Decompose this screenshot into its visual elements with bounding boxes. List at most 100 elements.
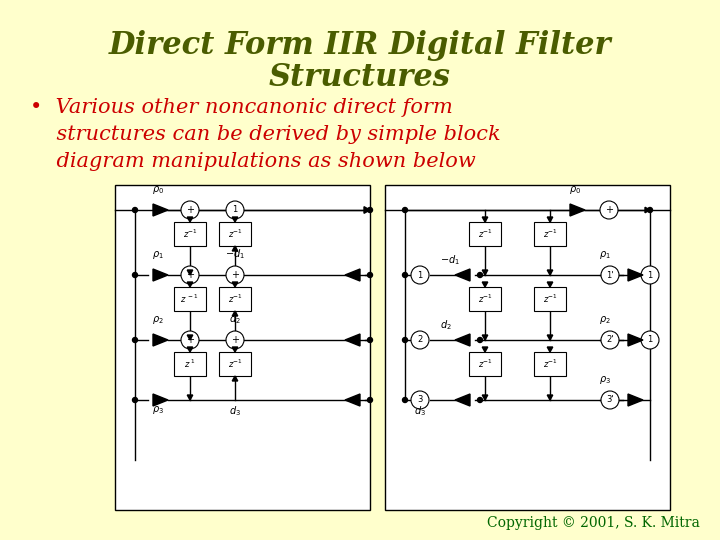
Text: Structures: Structures: [269, 62, 451, 93]
Circle shape: [181, 201, 199, 219]
Polygon shape: [187, 282, 193, 287]
Polygon shape: [187, 347, 193, 352]
Polygon shape: [233, 347, 238, 352]
Text: 1: 1: [418, 271, 423, 280]
Bar: [469, 287, 501, 311]
Text: +: +: [186, 335, 194, 345]
Bar: [174, 222, 206, 246]
Circle shape: [641, 331, 659, 349]
Polygon shape: [628, 334, 643, 346]
Circle shape: [402, 338, 408, 342]
Text: 2': 2': [606, 335, 613, 345]
Circle shape: [132, 207, 138, 213]
Polygon shape: [153, 269, 168, 281]
Bar: [469, 222, 501, 246]
Circle shape: [402, 207, 408, 213]
Polygon shape: [187, 270, 193, 275]
Circle shape: [477, 397, 482, 402]
Circle shape: [132, 273, 138, 278]
Text: 1: 1: [647, 271, 652, 280]
Circle shape: [402, 397, 408, 402]
Text: $z^{-1}$: $z^{-1}$: [183, 228, 197, 240]
Bar: [219, 287, 251, 311]
Circle shape: [367, 207, 372, 213]
Circle shape: [601, 391, 619, 409]
Polygon shape: [628, 394, 643, 406]
Bar: [534, 287, 566, 311]
Polygon shape: [233, 376, 238, 381]
Bar: [219, 222, 251, 246]
Text: $d_3$: $d_3$: [414, 404, 426, 418]
Bar: [115, 185, 370, 510]
Text: $\rho_3$: $\rho_3$: [152, 404, 164, 416]
Polygon shape: [187, 395, 193, 400]
Text: 1: 1: [233, 206, 238, 214]
Polygon shape: [547, 347, 553, 352]
Polygon shape: [482, 217, 487, 222]
Text: $d_2$: $d_2$: [229, 312, 241, 326]
Polygon shape: [570, 204, 585, 216]
Polygon shape: [547, 270, 553, 275]
Polygon shape: [455, 334, 470, 346]
Text: Direct Form IIR Digital Filter: Direct Form IIR Digital Filter: [109, 30, 611, 61]
Circle shape: [411, 391, 429, 409]
Text: $\rho_2$: $\rho_2$: [152, 314, 164, 326]
Text: $\rho_0$: $\rho_0$: [569, 184, 581, 196]
Polygon shape: [482, 335, 487, 340]
Text: $z^{\ -1}$: $z^{\ -1}$: [181, 293, 199, 305]
Text: Copyright © 2001, S. K. Mitra: Copyright © 2001, S. K. Mitra: [487, 516, 700, 530]
Circle shape: [226, 266, 244, 284]
Bar: [385, 185, 670, 510]
Circle shape: [647, 207, 652, 213]
Text: $-d_1$: $-d_1$: [225, 247, 245, 261]
Polygon shape: [153, 334, 168, 346]
Text: +: +: [231, 335, 239, 345]
Polygon shape: [482, 270, 487, 275]
Text: 2: 2: [418, 335, 423, 345]
Circle shape: [367, 273, 372, 278]
Text: $z^{-1}$: $z^{-1}$: [477, 358, 492, 370]
Polygon shape: [364, 207, 370, 213]
Text: $z^{-1}$: $z^{-1}$: [543, 228, 557, 240]
Text: •  Various other noncanonic direct form: • Various other noncanonic direct form: [30, 98, 453, 117]
Text: $z^{-1}$: $z^{-1}$: [543, 293, 557, 305]
Text: $z^{-1}$: $z^{-1}$: [543, 358, 557, 370]
Text: +: +: [605, 205, 613, 215]
Polygon shape: [233, 246, 238, 251]
Circle shape: [601, 331, 619, 349]
Text: $z^{-1}$: $z^{-1}$: [228, 293, 243, 305]
Text: +: +: [186, 205, 194, 215]
Polygon shape: [233, 217, 238, 222]
Text: $d_3$: $d_3$: [229, 404, 241, 418]
Circle shape: [402, 273, 408, 278]
Polygon shape: [455, 269, 470, 281]
Polygon shape: [153, 394, 168, 406]
Circle shape: [367, 338, 372, 342]
Bar: [534, 352, 566, 376]
Polygon shape: [345, 269, 360, 281]
Polygon shape: [482, 282, 487, 287]
Circle shape: [367, 397, 372, 402]
Text: +: +: [231, 270, 239, 280]
Circle shape: [477, 273, 482, 278]
Polygon shape: [547, 395, 553, 400]
Bar: [174, 287, 206, 311]
Text: 3': 3': [606, 395, 614, 404]
Polygon shape: [547, 217, 553, 222]
Text: $-d_1$: $-d_1$: [440, 253, 460, 267]
Polygon shape: [482, 347, 487, 352]
Bar: [174, 352, 206, 376]
Text: $\rho_0$: $\rho_0$: [152, 184, 164, 196]
Text: 1: 1: [647, 335, 652, 345]
Circle shape: [226, 201, 244, 219]
Text: structures can be derived by simple block: structures can be derived by simple bloc…: [30, 125, 500, 144]
Bar: [469, 352, 501, 376]
Text: +: +: [186, 270, 194, 280]
Polygon shape: [455, 394, 470, 406]
Text: $z^{-1}$: $z^{-1}$: [228, 358, 243, 370]
Text: $d_2$: $d_2$: [440, 318, 451, 332]
Text: $z^{-1}$: $z^{-1}$: [477, 228, 492, 240]
Polygon shape: [233, 311, 238, 316]
Circle shape: [132, 338, 138, 342]
Polygon shape: [628, 269, 643, 281]
